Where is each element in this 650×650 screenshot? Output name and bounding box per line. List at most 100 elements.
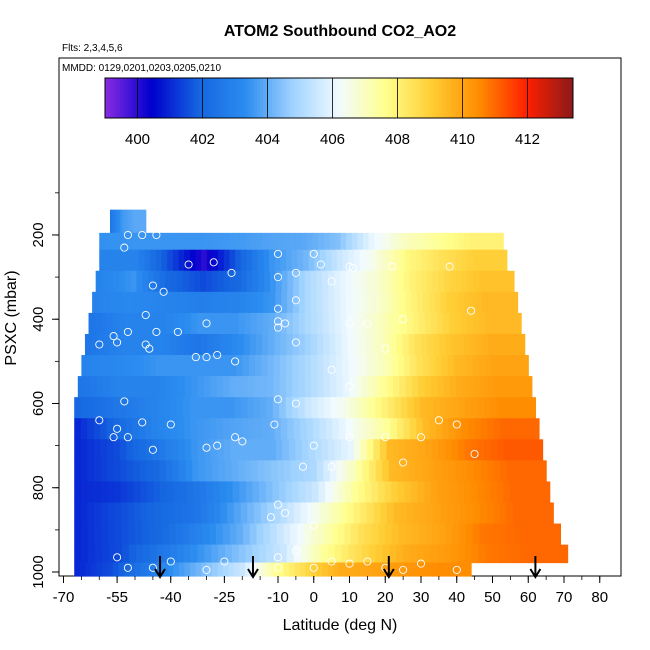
colorbar-segment <box>245 78 249 118</box>
heatmap-cell <box>282 439 290 461</box>
heatmap-cell <box>388 312 396 335</box>
heatmap-cell <box>80 481 89 504</box>
heatmap-cell <box>239 562 246 577</box>
heatmap-cell <box>246 249 253 272</box>
heatmap-cell <box>526 418 534 440</box>
heatmap-cell <box>172 312 180 335</box>
heatmap-cell <box>140 481 148 504</box>
observation-point <box>281 319 290 328</box>
heatmap-cell <box>311 355 318 377</box>
heatmap-cell <box>452 397 460 419</box>
observation-point <box>166 420 175 429</box>
heatmap-cell <box>377 562 384 577</box>
heatmap-cell <box>248 355 256 377</box>
heatmap-cell <box>219 481 227 504</box>
heatmap-cell <box>324 397 332 419</box>
heatmap-cell <box>492 232 499 251</box>
heatmap-cell <box>133 481 141 504</box>
heatmap-cell <box>168 523 177 546</box>
heatmap-cell <box>223 270 230 293</box>
heatmap-cell <box>93 418 101 440</box>
heatmap-cell <box>487 376 495 398</box>
colorbar-segment <box>426 78 431 118</box>
heatmap-cell <box>433 502 441 525</box>
colorbar-segment <box>260 78 264 118</box>
heatmap-cell <box>279 544 288 564</box>
heatmap-cell <box>160 481 168 504</box>
heatmap-cell <box>421 270 428 293</box>
heatmap-cell <box>346 312 354 335</box>
heatmap-cell <box>124 312 132 335</box>
y-tick-label: 400 <box>30 307 47 332</box>
heatmap-cell <box>311 481 320 504</box>
colorbar-segment <box>303 78 308 118</box>
heatmap-cell <box>368 397 376 419</box>
heatmap-cell <box>375 291 383 314</box>
heatmap-cell <box>529 481 538 504</box>
heatmap-cell <box>295 232 302 251</box>
heatmap-cell <box>449 312 456 335</box>
heatmap-cell <box>497 355 505 377</box>
heatmap-cell <box>409 544 418 564</box>
heatmap-cell <box>157 397 165 419</box>
heatmap-cell <box>233 232 241 251</box>
heatmap-cell <box>287 502 295 525</box>
heatmap-cell <box>466 355 473 377</box>
colorbar-segment <box>333 78 337 118</box>
x-tick-label: -40 <box>160 589 182 606</box>
heatmap-cell <box>393 291 400 314</box>
heatmap-cell <box>141 209 145 234</box>
colorbar-segment <box>409 78 413 118</box>
heatmap-cell <box>351 481 359 504</box>
colorbar-segment <box>312 78 317 118</box>
heatmap-cell <box>438 523 447 546</box>
heatmap-cell <box>287 418 295 440</box>
colorbar-segment <box>514 78 518 118</box>
heatmap-cell <box>87 439 95 461</box>
heatmap-cell <box>298 397 306 419</box>
heatmap-cell <box>384 481 392 504</box>
heatmap-cell <box>139 209 143 234</box>
heatmap-cell <box>172 376 180 398</box>
heatmap-cell <box>85 562 92 577</box>
heatmap-cell <box>197 439 205 461</box>
heatmap-cell <box>470 291 477 314</box>
heatmap-cell <box>451 544 459 564</box>
heatmap-cell <box>501 249 508 272</box>
heatmap-cell <box>354 355 362 377</box>
heatmap-cell <box>433 249 440 272</box>
heatmap-cell <box>170 544 178 564</box>
heatmap-cell <box>503 481 511 504</box>
observation-point <box>381 344 390 353</box>
flight-arrow-head <box>382 568 395 579</box>
heatmap-cell <box>388 397 396 419</box>
observation-point <box>202 319 211 328</box>
heatmap-cell <box>202 312 210 335</box>
heatmap-cell <box>396 232 403 251</box>
colorbar-segment <box>491 78 495 118</box>
heatmap-cell <box>116 249 123 272</box>
heatmap-cell <box>294 562 301 577</box>
heatmap-cell <box>187 502 195 525</box>
colorbar-segment <box>230 78 235 118</box>
heatmap-cell <box>382 460 390 483</box>
heatmap-cell <box>259 397 267 419</box>
heatmap-cell <box>316 291 324 314</box>
heatmap-cell <box>345 270 352 293</box>
heatmap-cell <box>112 397 120 419</box>
heatmap-cell <box>402 232 409 251</box>
heatmap-cell <box>166 232 173 251</box>
heatmap-cell <box>127 502 135 525</box>
heatmap-cell <box>422 355 430 377</box>
heatmap-cell <box>168 355 176 377</box>
heatmap-cell <box>484 249 491 272</box>
heatmap-cell <box>500 502 508 525</box>
heatmap-cell <box>74 544 82 564</box>
heatmap-cell <box>235 376 243 398</box>
heatmap-cell <box>528 397 536 419</box>
heatmap-cell <box>165 439 173 461</box>
heatmap-cell <box>297 249 304 272</box>
heatmap-cell <box>156 544 164 564</box>
heatmap-cell <box>84 333 92 356</box>
heatmap-cell <box>411 523 420 546</box>
